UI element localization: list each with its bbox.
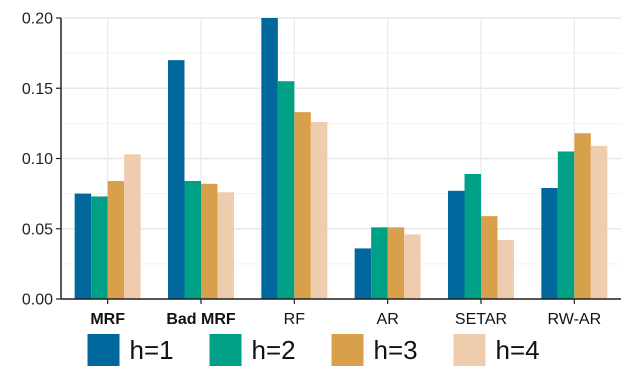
bar [277, 81, 295, 299]
legend-label: h=2 [252, 335, 296, 365]
x-tick-label: RW-AR [548, 311, 602, 328]
legend-label: h=3 [374, 335, 418, 365]
axes [56, 17, 621, 304]
bars [74, 18, 608, 300]
legend-key [331, 334, 364, 366]
bar [217, 192, 234, 299]
bar [168, 60, 185, 300]
x-tick-label: Bad MRF [166, 311, 236, 328]
legend-label: h=1 [130, 335, 174, 365]
y-tick-labels: 0.00 0.05 0.10 0.15 0.20 [22, 11, 53, 309]
y-tick-label: 0.05 [22, 221, 53, 238]
bar [557, 151, 575, 299]
bar [541, 188, 558, 299]
legend-key [87, 334, 120, 366]
y-tick-label: 0.00 [22, 292, 53, 309]
bar [201, 183, 218, 299]
x-tick-label: MRF [90, 311, 125, 328]
bar [481, 216, 498, 299]
x-tick-labels: MRF Bad MRF RF AR SETAR RW-AR [90, 311, 601, 328]
bar [387, 227, 405, 299]
bar [464, 173, 481, 299]
bar [124, 154, 141, 299]
bar [404, 234, 421, 299]
bar [448, 190, 465, 299]
bar [91, 196, 108, 299]
legend-key [209, 334, 242, 366]
legend-item: h=3 [331, 334, 418, 366]
legend-item: h=1 [87, 334, 174, 366]
legend-item: h=2 [209, 334, 296, 366]
legend-key [453, 334, 486, 366]
y-tick-label: 0.10 [22, 151, 53, 168]
bar [261, 18, 278, 299]
legend-label: h=4 [496, 335, 540, 365]
x-tick-label: RF [284, 311, 306, 328]
bar [310, 121, 328, 299]
y-tick-label: 0.15 [22, 81, 53, 98]
x-tick-label: SETAR [455, 311, 507, 328]
bar [107, 180, 125, 299]
bar [354, 248, 372, 299]
legend-item: h=4 [453, 334, 540, 366]
bar [590, 145, 608, 299]
bar [74, 193, 92, 299]
y-tick-label: 0.20 [22, 11, 53, 28]
bar [371, 227, 388, 299]
bar [574, 133, 591, 299]
x-tick-label: AR [377, 311, 399, 328]
bar [294, 112, 311, 299]
bar [497, 239, 514, 299]
grid-lines [61, 17, 621, 300]
bar [184, 180, 201, 299]
legend: h=1 h=2 h=3 h=4 [87, 334, 540, 366]
